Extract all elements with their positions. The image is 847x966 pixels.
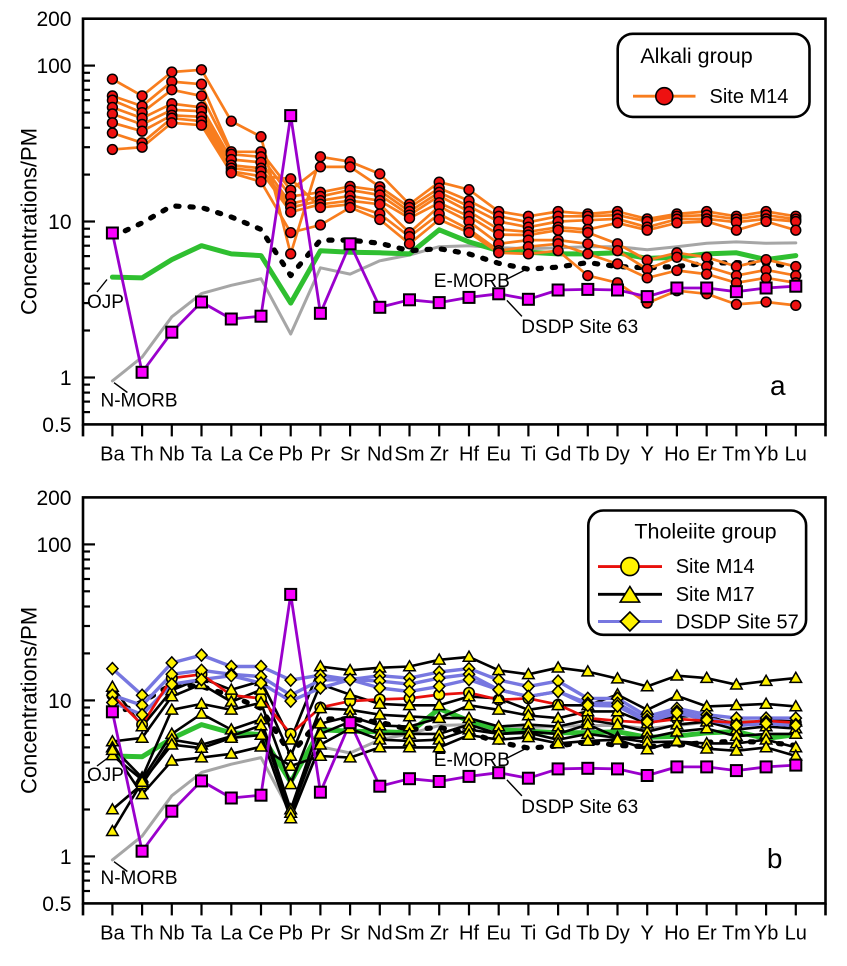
svg-text:Pb: Pb (278, 444, 302, 466)
svg-text:Sr: Sr (340, 923, 360, 945)
svg-text:Yb: Yb (754, 444, 778, 466)
svg-text:La: La (220, 923, 243, 945)
svg-text:Dy: Dy (605, 923, 629, 945)
svg-text:Lu: Lu (785, 923, 807, 945)
svg-text:Sm: Sm (395, 444, 425, 466)
svg-text:Gd: Gd (545, 444, 572, 466)
svg-text:Pr: Pr (310, 923, 330, 945)
svg-text:Concentrations/PM: Concentrations/PM (17, 128, 42, 315)
svg-text:Concentrations/PM: Concentrations/PM (17, 607, 42, 794)
svg-text:Ba: Ba (100, 923, 125, 945)
svg-text:Er: Er (697, 444, 717, 466)
svg-text:100: 100 (36, 534, 71, 557)
svg-text:Gd: Gd (545, 923, 572, 945)
svg-text:200: 200 (36, 8, 71, 31)
svg-text:Hf: Hf (459, 444, 479, 466)
svg-text:Y: Y (641, 444, 654, 466)
svg-text:Ba: Ba (100, 444, 125, 466)
svg-text:DSDP Site 63: DSDP Site 63 (521, 797, 638, 818)
svg-text:Site M14: Site M14 (676, 556, 755, 578)
svg-text:Th: Th (130, 444, 153, 466)
svg-text:b: b (767, 843, 783, 874)
svg-text:Nd: Nd (367, 444, 393, 466)
svg-text:Sr: Sr (340, 444, 360, 466)
svg-text:E-MORB: E-MORB (434, 750, 510, 771)
svg-text:Lu: Lu (785, 444, 807, 466)
svg-text:Eu: Eu (486, 444, 510, 466)
svg-text:Zr: Zr (430, 444, 449, 466)
svg-text:Er: Er (697, 923, 717, 945)
svg-text:DSDP Site 63: DSDP Site 63 (521, 317, 638, 338)
svg-text:Ho: Ho (664, 444, 690, 466)
svg-text:Sm: Sm (395, 923, 425, 945)
svg-text:Tm: Tm (722, 444, 751, 466)
svg-text:0.5: 0.5 (42, 893, 71, 916)
svg-text:DSDP Site 57: DSDP Site 57 (676, 612, 799, 634)
svg-text:1: 1 (60, 846, 72, 869)
svg-text:Tholeiite group: Tholeiite group (634, 520, 776, 544)
svg-text:Hf: Hf (459, 923, 479, 945)
svg-text:200: 200 (36, 487, 71, 510)
svg-text:Pr: Pr (310, 444, 330, 466)
svg-text:Alkali group: Alkali group (640, 44, 752, 68)
svg-text:Ce: Ce (248, 444, 274, 466)
svg-text:Tb: Tb (576, 923, 599, 945)
svg-text:OJP: OJP (87, 765, 124, 786)
svg-text:La: La (220, 444, 243, 466)
svg-text:E-MORB: E-MORB (434, 271, 510, 292)
svg-text:Eu: Eu (486, 923, 510, 945)
svg-text:Nb: Nb (159, 923, 185, 945)
svg-text:OJP: OJP (87, 292, 124, 313)
svg-text:Nb: Nb (159, 444, 185, 466)
svg-text:Pb: Pb (278, 923, 302, 945)
svg-text:Tm: Tm (722, 923, 751, 945)
svg-text:N-MORB: N-MORB (101, 868, 178, 889)
svg-text:Y: Y (641, 923, 654, 945)
svg-text:Dy: Dy (605, 444, 629, 466)
svg-text:a: a (770, 370, 786, 401)
svg-text:Zr: Zr (430, 923, 449, 945)
svg-text:Site M17: Site M17 (676, 584, 755, 606)
svg-text:100: 100 (36, 55, 71, 78)
svg-text:10: 10 (48, 211, 71, 234)
svg-text:Ce: Ce (248, 923, 274, 945)
svg-text:Tb: Tb (576, 444, 599, 466)
svg-text:Nd: Nd (367, 923, 393, 945)
svg-text:Ta: Ta (191, 444, 213, 466)
svg-text:Ta: Ta (191, 923, 213, 945)
svg-text:Ho: Ho (664, 923, 690, 945)
svg-text:N-MORB: N-MORB (101, 391, 178, 412)
svg-text:Site M14: Site M14 (710, 86, 789, 108)
svg-text:10: 10 (48, 690, 71, 713)
svg-text:Yb: Yb (754, 923, 778, 945)
svg-text:1: 1 (60, 367, 72, 390)
svg-text:Ti: Ti (520, 923, 536, 945)
svg-text:Th: Th (130, 923, 153, 945)
svg-text:Ti: Ti (520, 444, 536, 466)
svg-text:0.5: 0.5 (42, 414, 71, 437)
